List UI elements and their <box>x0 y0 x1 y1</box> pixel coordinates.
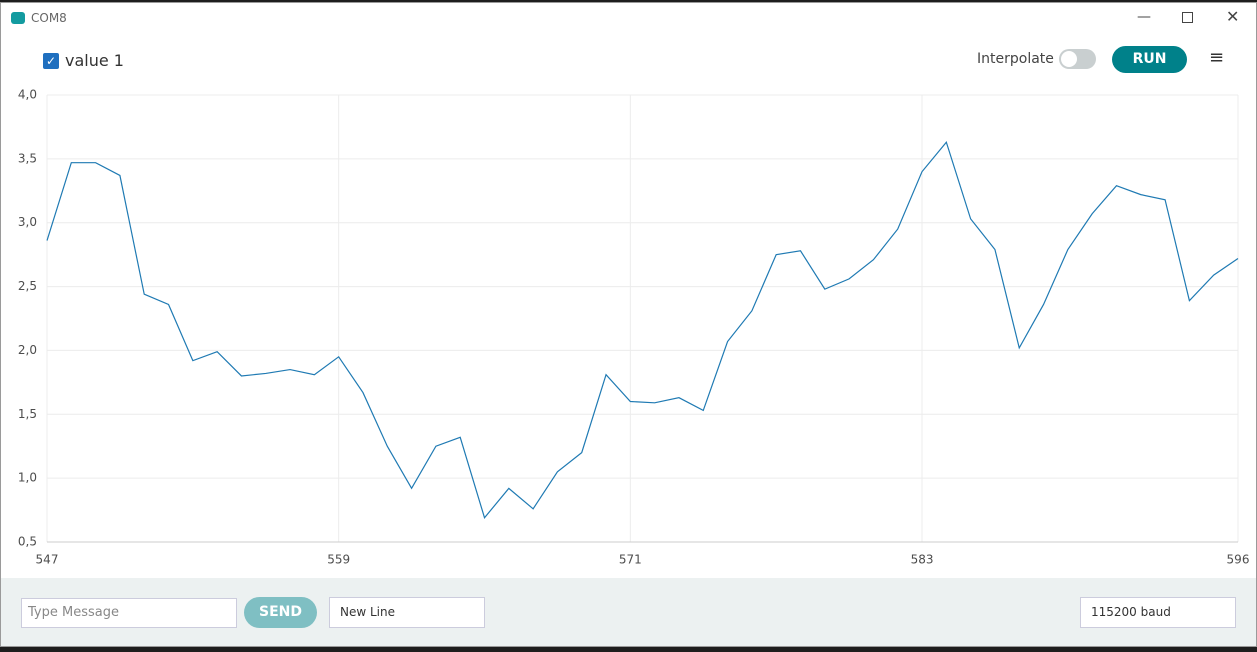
y-tick-label: 4,0 <box>18 88 37 102</box>
app-icon <box>11 12 25 24</box>
run-button[interactable]: RUN <box>1112 46 1187 73</box>
footer: Type Message SEND New Line 115200 baud <box>1 578 1256 646</box>
maximize-button[interactable] <box>1182 12 1193 23</box>
y-tick-label: 2,5 <box>18 279 37 293</box>
x-tick-label: 583 <box>911 553 934 567</box>
interpolate-toggle[interactable] <box>1059 49 1096 69</box>
y-tick-label: 1,5 <box>18 407 37 421</box>
legend-label: value 1 <box>65 51 124 70</box>
legend-checkbox[interactable]: ✓ <box>43 53 59 69</box>
x-tick-label: 571 <box>619 553 642 567</box>
data-line <box>46 141 1239 519</box>
baud-select[interactable]: 115200 baud <box>1080 597 1236 628</box>
chart: 0,5 1,0 1,5 2,0 2,5 3,0 3,5 4,0 547 559 571 583 596 <box>18 88 1250 567</box>
minimize-button[interactable]: — <box>1137 9 1151 25</box>
y-tick-label: 3,0 <box>18 215 37 229</box>
clear-button[interactable]: ≡ <box>1209 47 1225 68</box>
x-tick-label: 596 <box>1227 553 1250 567</box>
y-tick-label: 0,5 <box>18 535 37 549</box>
send-button[interactable]: SEND <box>244 597 317 628</box>
x-tick-label: 559 <box>327 553 350 567</box>
message-input[interactable]: Type Message <box>21 598 237 628</box>
y-tick-label: 1,0 <box>18 471 37 485</box>
close-button[interactable]: ✕ <box>1226 7 1240 26</box>
interpolate-label: Interpolate <box>977 51 1054 67</box>
x-tick-label: 547 <box>36 553 59 567</box>
y-tick-label: 3,5 <box>18 151 37 165</box>
window-title: COM8 <box>31 11 67 25</box>
line-ending-select[interactable]: New Line <box>329 597 485 628</box>
toggle-knob <box>1061 51 1077 67</box>
y-tick-label: 2,0 <box>18 343 37 357</box>
